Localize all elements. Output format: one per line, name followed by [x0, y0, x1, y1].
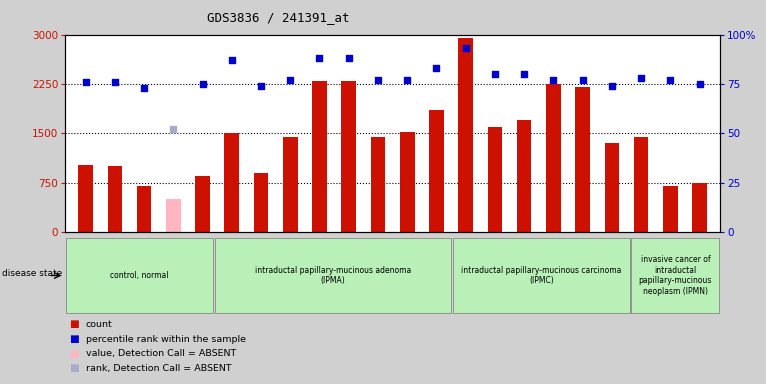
Point: [489, 71, 501, 77]
Bar: [342, 81, 356, 232]
Bar: [429, 110, 444, 232]
Bar: [107, 166, 122, 232]
Bar: [283, 137, 297, 232]
Bar: [313, 81, 327, 232]
Text: control, normal: control, normal: [110, 271, 169, 280]
Text: ■: ■: [69, 334, 79, 344]
Point: [109, 79, 121, 85]
Text: ■: ■: [69, 349, 79, 359]
Text: value, Detection Call = ABSENT: value, Detection Call = ABSENT: [86, 349, 236, 358]
Bar: [254, 173, 268, 232]
Bar: [517, 120, 532, 232]
Point: [693, 81, 705, 87]
Bar: [575, 87, 590, 232]
Point: [284, 77, 296, 83]
Point: [606, 83, 618, 89]
Bar: [371, 137, 385, 232]
Text: count: count: [86, 320, 113, 329]
Text: percentile rank within the sample: percentile rank within the sample: [86, 334, 246, 344]
Text: disease state: disease state: [2, 269, 62, 278]
Bar: [488, 127, 502, 232]
Text: intraductal papillary-mucinous adenoma
(IPMA): intraductal papillary-mucinous adenoma (…: [255, 266, 411, 285]
Text: intraductal papillary-mucinous carcinoma
(IPMC): intraductal papillary-mucinous carcinoma…: [461, 266, 622, 285]
Bar: [224, 134, 239, 232]
Bar: [692, 183, 707, 232]
Point: [635, 75, 647, 81]
Point: [547, 77, 559, 83]
Point: [460, 45, 472, 51]
Point: [430, 65, 443, 71]
Point: [167, 126, 179, 132]
Point: [577, 77, 589, 83]
Bar: [78, 165, 93, 232]
Text: ■: ■: [69, 363, 79, 373]
Text: ■: ■: [69, 319, 79, 329]
Point: [80, 79, 92, 85]
Text: rank, Detection Call = ABSENT: rank, Detection Call = ABSENT: [86, 364, 231, 373]
Point: [518, 71, 530, 77]
Bar: [137, 186, 152, 232]
Text: GDS3836 / 241391_at: GDS3836 / 241391_at: [207, 12, 349, 25]
Point: [196, 81, 208, 87]
Point: [372, 77, 384, 83]
Bar: [458, 38, 473, 232]
Point: [342, 55, 355, 61]
Point: [226, 57, 238, 63]
Point: [664, 77, 676, 83]
Bar: [546, 84, 561, 232]
Point: [255, 83, 267, 89]
Bar: [400, 132, 414, 232]
Point: [313, 55, 326, 61]
Point: [401, 77, 414, 83]
Bar: [633, 137, 648, 232]
Bar: [663, 186, 678, 232]
Bar: [166, 199, 181, 232]
Bar: [195, 176, 210, 232]
Bar: [604, 143, 619, 232]
Point: [138, 85, 150, 91]
Text: invasive cancer of
intraductal
papillary-mucinous
neoplasm (IPMN): invasive cancer of intraductal papillary…: [639, 255, 712, 296]
